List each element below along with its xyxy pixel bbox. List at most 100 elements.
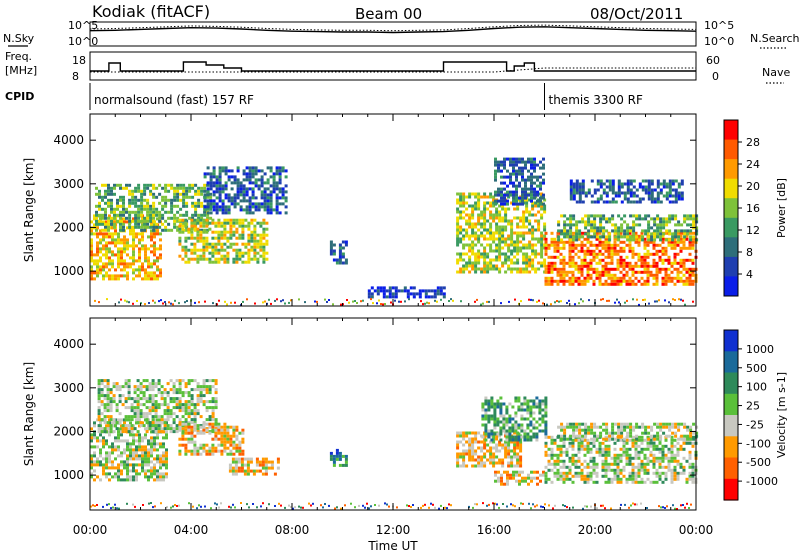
rti-cell bbox=[284, 205, 288, 209]
rti-cell bbox=[533, 169, 536, 173]
rti-cell bbox=[598, 231, 602, 235]
rti-cell bbox=[203, 210, 207, 214]
rti-cell bbox=[586, 261, 590, 265]
rti-cell bbox=[665, 197, 669, 201]
rti-cell bbox=[589, 459, 593, 463]
rti-cell bbox=[559, 459, 563, 463]
rti-cell bbox=[683, 229, 687, 233]
rti-cell bbox=[569, 232, 573, 236]
rti-cell bbox=[269, 202, 273, 206]
rti-cell bbox=[575, 226, 579, 230]
rti-cell bbox=[521, 470, 524, 474]
rti-cell bbox=[194, 183, 198, 187]
rti-cell bbox=[586, 480, 590, 484]
rti-cell bbox=[492, 258, 496, 262]
rti-cell bbox=[502, 420, 506, 424]
rti-cell bbox=[547, 255, 551, 259]
rti-cell bbox=[531, 207, 535, 211]
rti-cell bbox=[477, 228, 481, 232]
rti-cell bbox=[232, 257, 236, 261]
rti-cell bbox=[507, 443, 511, 447]
rti-cell bbox=[99, 433, 102, 437]
rti-cell bbox=[598, 252, 602, 256]
rti-cell bbox=[241, 242, 245, 246]
rti-cell bbox=[104, 222, 107, 226]
rti-cell bbox=[112, 385, 116, 389]
rti-cell bbox=[202, 239, 206, 243]
rti-cell bbox=[525, 252, 529, 256]
rti-cell bbox=[620, 223, 624, 227]
rti-cell bbox=[162, 472, 165, 476]
rti-cell bbox=[146, 183, 150, 187]
rti-cell bbox=[137, 183, 141, 187]
rti-cell bbox=[160, 418, 164, 422]
rti-cell bbox=[141, 244, 144, 248]
rti-cell bbox=[622, 258, 626, 262]
rti-cell bbox=[344, 460, 348, 464]
rti-cell bbox=[682, 282, 686, 286]
rti-cell bbox=[674, 179, 678, 183]
rti-cell bbox=[686, 217, 690, 221]
rti-cell bbox=[512, 166, 515, 170]
rti-cell bbox=[158, 213, 162, 217]
rti-cell bbox=[135, 232, 138, 236]
rti-cell bbox=[471, 243, 475, 247]
rti-cell bbox=[606, 299, 608, 302]
rti-cell bbox=[529, 420, 533, 424]
rti-cell bbox=[178, 421, 182, 425]
rti-cell bbox=[465, 228, 469, 232]
rti-cell bbox=[135, 472, 138, 476]
rti-cell bbox=[582, 300, 584, 303]
rti-cell bbox=[200, 186, 204, 190]
rti-cell bbox=[512, 473, 515, 477]
rti-cell bbox=[153, 262, 156, 266]
rti-cell bbox=[93, 277, 96, 281]
rti-cell bbox=[106, 406, 110, 410]
rti-cell bbox=[153, 271, 156, 275]
rti-cell bbox=[143, 204, 147, 208]
rti-cell bbox=[99, 454, 102, 458]
rti-cell bbox=[493, 405, 497, 409]
rti-cell bbox=[158, 192, 162, 196]
rti-cell bbox=[531, 264, 535, 268]
rti-cell bbox=[184, 452, 188, 456]
rti-cell bbox=[646, 276, 650, 280]
rti-cell bbox=[468, 219, 472, 223]
rti-cell bbox=[135, 469, 138, 473]
rti-cell bbox=[679, 240, 683, 244]
rti-cell bbox=[504, 449, 508, 453]
rti-cell bbox=[474, 237, 478, 241]
rti-cell bbox=[480, 216, 484, 220]
rti-cell bbox=[515, 163, 518, 167]
rti-cell bbox=[96, 265, 99, 269]
rti-cell bbox=[109, 388, 113, 392]
rti-cell bbox=[539, 184, 542, 188]
rti-cell bbox=[202, 242, 206, 246]
rti-cell bbox=[664, 252, 668, 256]
rti-cell bbox=[220, 431, 224, 435]
rti-cell bbox=[178, 382, 182, 386]
rti-cell bbox=[90, 229, 93, 233]
rti-cell bbox=[120, 469, 123, 473]
rti-cell bbox=[513, 243, 517, 247]
rti-cell bbox=[556, 447, 560, 451]
rti-cell bbox=[233, 196, 237, 200]
rti-cell bbox=[314, 300, 316, 303]
y-tick-label: 3000 bbox=[53, 177, 84, 191]
rti-cell bbox=[262, 260, 266, 264]
rti-cell bbox=[578, 188, 582, 192]
rti-cell bbox=[565, 465, 569, 469]
rti-cell bbox=[165, 448, 168, 452]
rti-cell bbox=[531, 258, 535, 262]
rti-cell bbox=[502, 417, 506, 421]
rti-cell bbox=[691, 243, 695, 247]
rti-cell bbox=[196, 397, 200, 401]
rti-cell bbox=[617, 191, 621, 195]
rti-cell bbox=[168, 301, 170, 304]
rti-cell bbox=[273, 472, 277, 476]
rti-cell bbox=[245, 172, 249, 176]
rti-cell bbox=[574, 459, 578, 463]
noise-panel-frame bbox=[89, 21, 697, 47]
rti-cell bbox=[462, 216, 466, 220]
rti-cell bbox=[224, 205, 228, 209]
